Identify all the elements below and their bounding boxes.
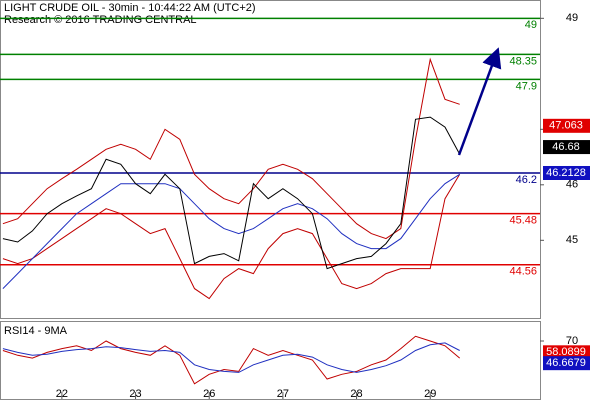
series-line [2,57,460,240]
y-tick-label: 70 [566,335,578,347]
series-line [2,335,461,385]
series-line [2,174,461,300]
value-box-label: 46.68 [552,141,580,153]
value-box-label: 58.0899 [546,346,586,358]
rsi-title: RSI14 - 9MA [4,325,68,337]
level-label: 48.35 [509,55,537,67]
x-tick-label: 27 [277,388,289,400]
value-box [543,140,590,155]
value-box [543,345,590,360]
value-box-label: 47.063 [549,120,583,132]
rsi-panel [0,321,541,400]
level-label: 45.48 [509,215,537,227]
x-tick-label: 28 [350,388,362,400]
forecast-arrow [457,47,502,156]
y-tick-label: 46 [566,179,578,191]
value-box [543,165,590,180]
chart-title: LIGHT CRUDE OIL - 30min - 10:44:22 AM (U… [4,2,256,14]
series-line [2,116,461,270]
x-tick-label: 26 [203,388,215,400]
value-box-label: 46.6679 [546,357,586,369]
x-tick-label: 29 [424,388,436,400]
value-box [543,356,590,371]
level-label: 49 [525,19,537,31]
x-tick-label: 23 [129,388,141,400]
series-line [2,173,460,289]
y-tick-label: 49 [566,12,578,24]
value-box-label: 46.2128 [546,167,586,179]
chart-subtitle: Research © 2016 TRADING CENTRAL [4,14,197,26]
main-panel [0,0,541,319]
level-label: 44.56 [509,266,537,278]
x-tick-label: 22 [56,388,68,400]
y-tick-label: 45 [566,234,578,246]
series-line [2,342,460,373]
level-label: 47.9 [516,80,537,92]
level-label: 46.2 [516,174,537,186]
value-box [543,118,590,133]
